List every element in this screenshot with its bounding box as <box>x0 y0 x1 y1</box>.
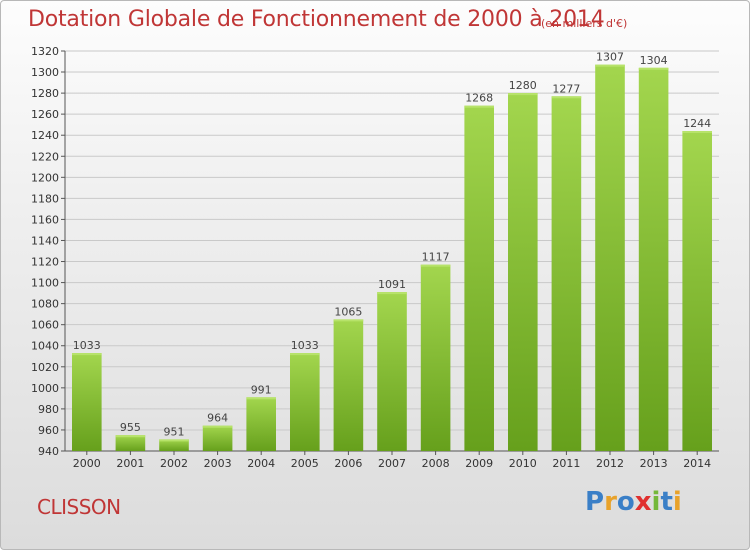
logo-letter: t <box>660 487 673 517</box>
bar-highlight <box>464 105 494 108</box>
proxiti-logo[interactable]: Proxiti <box>585 487 682 517</box>
bar-2013 <box>638 67 669 452</box>
bar-highlight <box>246 397 276 400</box>
value-label: 951 <box>164 425 185 438</box>
bar-2004 <box>246 397 276 451</box>
logo-letter: P <box>585 487 605 517</box>
bar-2003 <box>202 425 233 451</box>
y-tick-label: 1260 <box>31 108 59 121</box>
bar-2002 <box>159 439 189 451</box>
value-label: 1065 <box>334 305 362 318</box>
y-tick-label: 1240 <box>31 129 59 142</box>
bar-2009 <box>464 105 494 451</box>
bar-highlight <box>202 425 233 428</box>
bar-2011 <box>551 96 582 452</box>
y-tick-label: 1120 <box>31 256 59 269</box>
x-tick-label: 2003 <box>204 457 232 470</box>
x-tick-label: 2008 <box>422 457 450 470</box>
value-label: 1244 <box>683 117 711 130</box>
bar-highlight <box>333 319 364 322</box>
bar-2006 <box>333 319 364 451</box>
y-tick-label: 1020 <box>31 361 59 374</box>
data-labels: 1033 955 951 964 991 1033 1065 1091 1117 1268 1280… <box>73 51 711 439</box>
y-tick-label: 1200 <box>31 171 59 184</box>
x-tick-label: 2005 <box>291 457 319 470</box>
commune-name: CLISSON <box>37 495 121 519</box>
logo-letter: i <box>672 487 682 517</box>
bars <box>72 64 712 452</box>
bar-highlight <box>682 131 712 133</box>
x-tick-label: 2013 <box>640 457 668 470</box>
bar-2014 <box>682 131 712 451</box>
x-tick-label: 2002 <box>160 457 188 470</box>
x-tick-label: 2012 <box>596 457 624 470</box>
logo-letter: x <box>634 487 652 517</box>
value-label: 1033 <box>291 339 319 352</box>
bar-highlight <box>115 435 146 438</box>
y-tick-label: 1000 <box>31 382 59 395</box>
y-tick-label: 1140 <box>31 234 59 247</box>
y-tick-label: 1180 <box>31 192 59 205</box>
x-tick-label: 2007 <box>378 457 406 470</box>
y-tick-label: 1300 <box>31 66 59 79</box>
x-tick-label: 2011 <box>552 457 580 470</box>
bar-highlight <box>595 64 625 67</box>
value-label: 955 <box>120 421 141 434</box>
y-tick-label: 1160 <box>31 213 59 226</box>
bar-highlight <box>290 353 320 356</box>
x-tick-label: 2010 <box>509 457 537 470</box>
logo-letter: i <box>651 487 661 517</box>
value-label: 964 <box>207 412 228 425</box>
x-tick-label: 2006 <box>334 457 362 470</box>
y-tick-label: 1280 <box>31 87 59 100</box>
y-tick-label: 1100 <box>31 277 59 290</box>
y-tick-label: 1080 <box>31 298 59 311</box>
value-label: 991 <box>251 383 272 396</box>
value-label: 1304 <box>640 54 668 67</box>
bar-2008 <box>420 264 451 451</box>
y-tick-label: 980 <box>38 403 59 416</box>
value-label: 1268 <box>465 92 493 105</box>
y-tick-label: 1040 <box>31 340 59 353</box>
bar-2001 <box>115 435 146 451</box>
bar-highlight <box>420 264 451 267</box>
bar-2010 <box>508 93 538 451</box>
bar-2007 <box>377 292 407 451</box>
chart-title: Dotation Globale de Fonctionnement de 20… <box>28 7 605 32</box>
bar-2005 <box>290 353 320 451</box>
logo-letter: o <box>616 487 635 517</box>
value-label: 1307 <box>596 51 624 64</box>
y-tick-label: 960 <box>38 424 59 437</box>
bar-highlight <box>377 292 407 295</box>
bar-2012 <box>595 64 625 451</box>
bar-2000 <box>72 353 102 451</box>
value-label: 1277 <box>552 82 580 95</box>
axes: 940 960 980 1000 1020 1040 1060 1080 1100 1120 114… <box>31 45 719 470</box>
bar-highlight <box>159 439 189 442</box>
bar-highlight <box>638 67 669 70</box>
y-tick-label: 1220 <box>31 150 59 163</box>
bar-highlight <box>508 93 538 96</box>
logo-letter: r <box>604 487 617 517</box>
x-tick-label: 2000 <box>73 457 101 470</box>
x-tick-label: 2009 <box>465 457 493 470</box>
value-label: 1117 <box>422 251 450 264</box>
value-label: 1091 <box>378 278 406 291</box>
y-tick-label: 1320 <box>31 45 59 58</box>
y-tick-label: 1060 <box>31 319 59 332</box>
x-tick-label: 2014 <box>683 457 711 470</box>
bar-highlight <box>551 96 582 99</box>
x-tick-label: 2004 <box>247 457 275 470</box>
chart-subtitle: (en milliers d'€) <box>541 17 628 30</box>
x-tick-label: 2001 <box>116 457 144 470</box>
value-label: 1033 <box>73 339 101 352</box>
bar-highlight <box>72 353 102 356</box>
value-label: 1280 <box>509 79 537 92</box>
y-tick-label: 940 <box>38 445 59 458</box>
